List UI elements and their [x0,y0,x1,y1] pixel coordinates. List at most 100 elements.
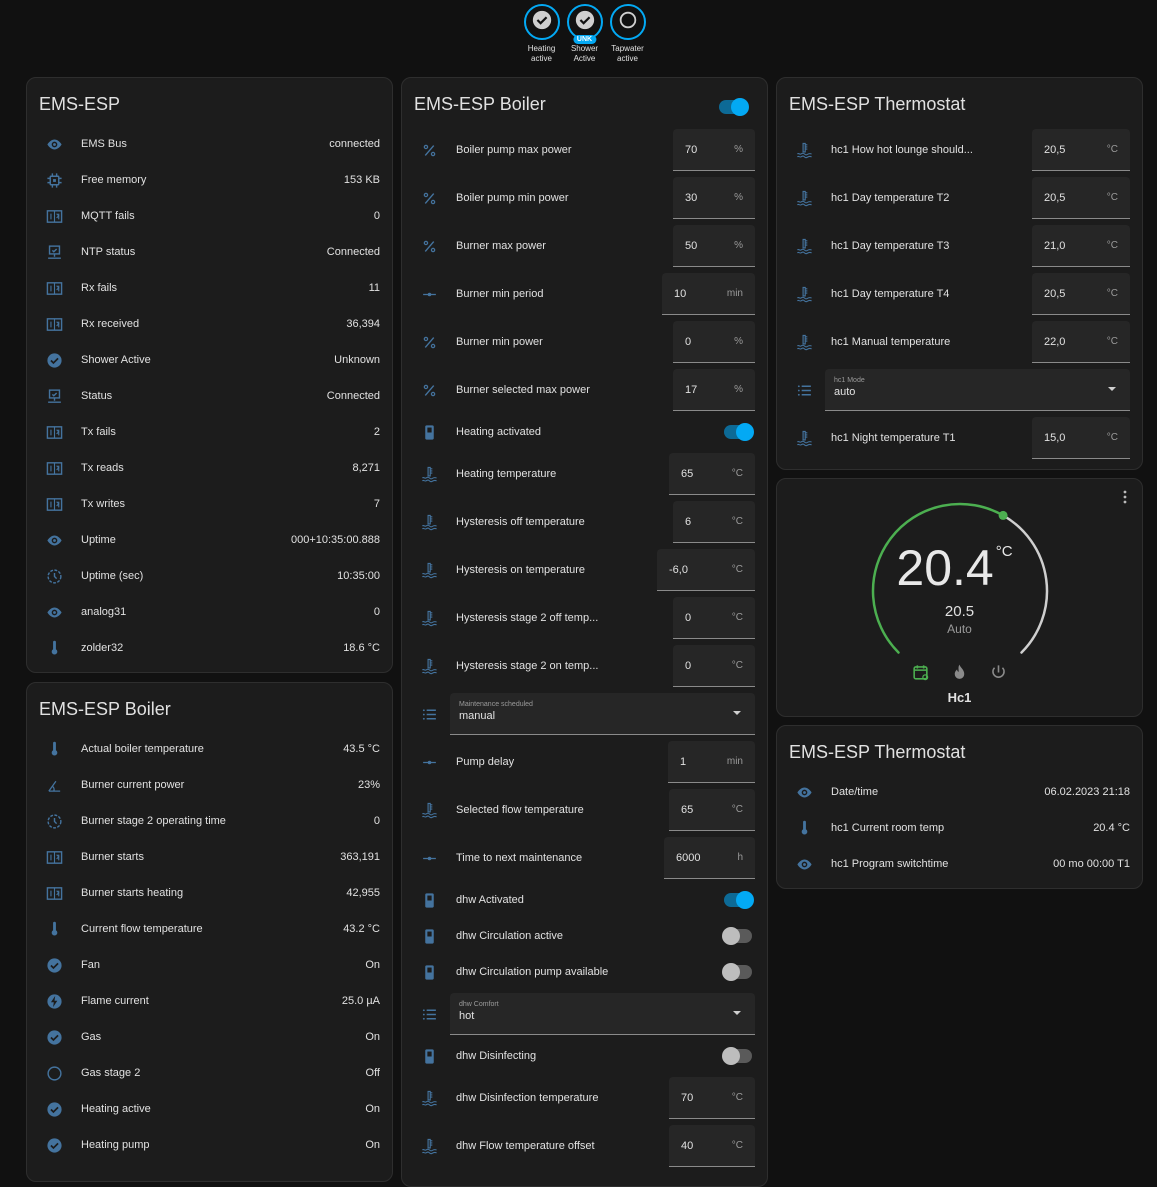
entity-row[interactable]: Burner starts heating 42,955 [27,875,392,911]
badge-2[interactable]: Tapwater active [609,4,646,64]
entity-row[interactable]: Shower Active Unknown [27,342,392,378]
entity-row[interactable]: Burner current power 23% [27,767,392,803]
number-input[interactable]: 15,0 °C [1032,417,1130,459]
switch-icon [416,423,442,441]
toggle-switch[interactable] [722,1047,752,1065]
target-temperature[interactable]: 20.5 [944,603,975,620]
entity-row[interactable]: Tx writes 7 [27,486,392,522]
badge-0[interactable]: Heating active [523,4,560,64]
number-input[interactable]: 0 °C [673,645,755,687]
entity-row[interactable]: Flame current 25.0 µA [27,983,392,1019]
entity-row[interactable]: Heating pump On [27,1127,392,1163]
number-row: hc1 Night temperature T1 15,0 °C [777,414,1142,462]
entity-row[interactable]: zolder32 18.6 °C [27,630,392,666]
number-input[interactable]: 1 min [668,741,755,783]
counter-icon [41,279,67,297]
check-circle-icon [531,9,553,36]
number-input[interactable]: 10 min [662,273,755,315]
entity-label: hc1 Program switchtime [831,858,949,870]
entity-row[interactable]: Heating active On [27,1091,392,1127]
toggle-switch[interactable] [724,423,754,441]
select-dropdown[interactable]: Maintenance scheduled manual [450,693,755,735]
eye-icon [791,855,817,873]
entity-row[interactable]: Actual boiler temperature 43.5 °C [27,731,392,767]
entity-row[interactable]: Gas stage 2 Off [27,1055,392,1091]
entity-row[interactable]: Status Connected [27,378,392,414]
entity-label: EMS Bus [81,138,127,150]
entity-row[interactable]: Uptime (sec) 10:35:00 [27,558,392,594]
entity-row[interactable]: EMS Bus connected [27,126,392,162]
number-input[interactable]: 21,0 °C [1032,225,1130,267]
eye-icon [41,135,67,153]
badge-1[interactable]: UNK Shower Active [566,4,603,64]
number-input[interactable]: -6,0 °C [657,549,755,591]
entity-row[interactable]: Uptime 000+10:35:00.888 [27,522,392,558]
toggle-switch[interactable] [722,963,752,981]
number-input[interactable]: 20,5 °C [1032,129,1130,171]
entity-row[interactable]: Rx fails 11 [27,270,392,306]
entity-label: Gas [81,1031,102,1043]
number-row: hc1 How hot lounge should... 20,5 °C [777,126,1142,174]
entity-row[interactable]: hc1 Current room temp 20.4 °C [777,810,1142,846]
select-dropdown[interactable]: hc1 Mode auto [825,369,1130,411]
number-value: 6 [685,515,692,528]
entity-value: On [365,1103,380,1115]
dots-icon [416,285,442,303]
entity-row[interactable]: Burner stage 2 operating time 0 [27,803,392,839]
calendar-sync-icon[interactable] [911,663,930,682]
number-input[interactable]: 22,0 °C [1032,321,1130,363]
number-input[interactable]: 40 °C [669,1125,755,1167]
entity-label: Burner stage 2 operating time [81,815,226,827]
check-icon [41,956,67,974]
toggle-switch[interactable] [724,891,754,909]
number-input[interactable]: 6000 h [664,837,755,879]
entity-row[interactable]: Fan On [27,947,392,983]
number-row: Boiler pump max power 70% [402,126,767,174]
entity-row[interactable]: Burner starts 363,191 [27,839,392,875]
number-input[interactable]: 70 °C [669,1077,755,1119]
number-row: Selected flow temperature 65 °C [402,786,767,834]
entity-row[interactable]: Tx reads 8,271 [27,450,392,486]
number-input[interactable]: 70% [673,129,755,171]
entity-row[interactable]: hc1 Program switchtime 00 mo 00:00 T1 [777,846,1142,882]
power-icon[interactable] [989,663,1008,682]
setpoint-handle[interactable] [998,510,1008,520]
number-input[interactable]: 0 °C [673,597,755,639]
entity-row[interactable]: Free memory 153 KB [27,162,392,198]
select-label: hc1 Mode [834,377,865,384]
thermostat-dial[interactable] [777,479,1143,717]
unknown-badge: UNK [572,35,597,44]
entity-row[interactable]: Tx fails 2 [27,414,392,450]
entity-row[interactable]: Current flow temperature 43.2 °C [27,911,392,947]
number-input[interactable]: 6 °C [673,501,755,543]
number-input[interactable]: 20,5 °C [1032,177,1130,219]
unit-label: °C [731,516,743,527]
more-options-icon[interactable] [1122,489,1128,510]
select-label: Maintenance scheduled [459,701,533,708]
boiler-header-toggle[interactable] [719,98,749,116]
number-input[interactable]: 17% [673,369,755,411]
chip-icon [41,171,67,189]
toggle-switch[interactable] [722,927,752,945]
entity-row[interactable]: NTP status Connected [27,234,392,270]
number-input[interactable]: 20,5 °C [1032,273,1130,315]
entity-row[interactable]: analog31 0 [27,594,392,630]
fire-icon[interactable] [950,663,969,682]
entity-value: 0 [373,815,380,827]
thermometer-icon [41,920,67,938]
select-dropdown[interactable]: dhw Comfort hot [450,993,755,1035]
card-title: EMS-ESP [39,94,121,114]
entity-value: connected [329,138,380,150]
number-input[interactable]: 65 °C [669,453,755,495]
entity-row[interactable]: Rx received 36,394 [27,306,392,342]
entity-value: Off [365,1067,380,1079]
entity-row[interactable]: Date/time 06.02.2023 21:18 [777,774,1142,810]
number-input[interactable]: 0% [673,321,755,363]
entity-value: 36,394 [346,318,380,330]
number-input[interactable]: 50% [673,225,755,267]
number-label: hc1 Night temperature T1 [831,432,956,444]
number-input[interactable]: 65 °C [669,789,755,831]
entity-row[interactable]: Gas On [27,1019,392,1055]
entity-row[interactable]: MQTT fails 0 [27,198,392,234]
number-input[interactable]: 30% [673,177,755,219]
